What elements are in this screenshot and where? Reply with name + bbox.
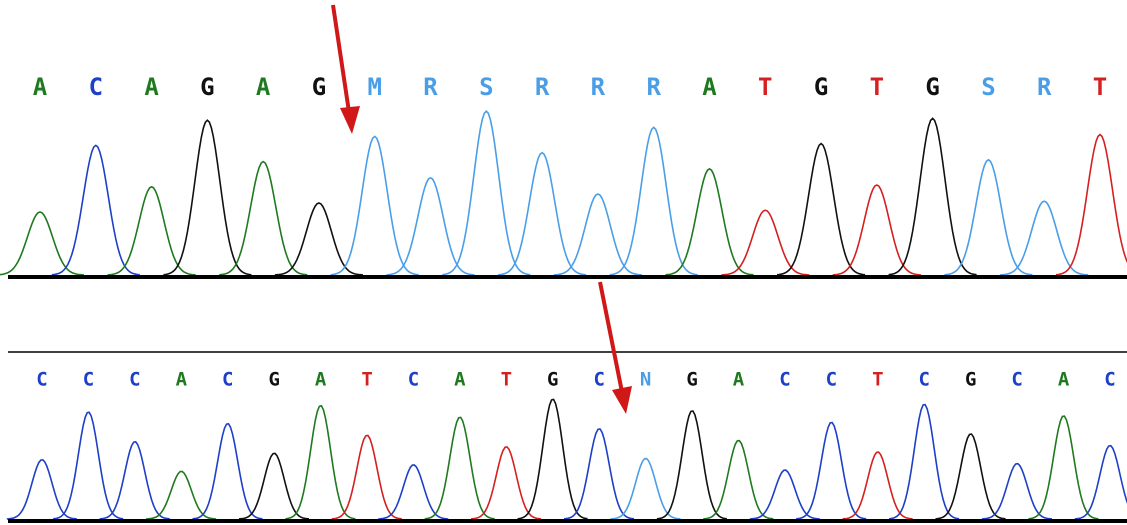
- base-call: G: [268, 369, 279, 391]
- base-call: G: [814, 73, 828, 101]
- trace-peak: [193, 424, 263, 519]
- trace-peak: [889, 118, 977, 274]
- base-call: G: [547, 369, 558, 391]
- base-call: C: [1011, 369, 1022, 391]
- base-call: C: [89, 73, 103, 101]
- trace-peak: [944, 160, 1032, 275]
- base-call: C: [408, 369, 419, 391]
- base-call: C: [779, 369, 790, 391]
- base-call: R: [535, 73, 550, 101]
- base-call: S: [981, 73, 995, 101]
- base-call: G: [200, 73, 214, 101]
- base-call: C: [83, 369, 94, 391]
- base-call: S: [479, 73, 493, 101]
- base-call: T: [1093, 73, 1107, 101]
- base-call: C: [826, 369, 837, 391]
- base-call: G: [686, 369, 697, 391]
- trace-peak: [554, 194, 642, 275]
- base-call: C: [919, 369, 930, 391]
- trace-peak: [108, 187, 196, 275]
- base-call: C: [222, 369, 233, 391]
- trace-peak: [1075, 446, 1127, 519]
- base-call: A: [144, 73, 159, 101]
- trace-peak: [0, 212, 84, 275]
- trace-peak: [657, 411, 727, 519]
- base-call: C: [36, 369, 47, 391]
- base-call: N: [640, 369, 651, 391]
- trace-peak: [387, 178, 475, 275]
- trace-peak: [498, 153, 586, 275]
- trace-peak: [889, 405, 959, 519]
- trace-peak: [425, 417, 495, 518]
- base-call: A: [733, 369, 745, 391]
- trace-peak: [721, 210, 809, 275]
- base-call: G: [925, 73, 939, 101]
- base-call: T: [872, 369, 883, 391]
- arrow: [333, 5, 360, 134]
- trace-peak: [1056, 135, 1127, 275]
- base-call: A: [1058, 369, 1070, 391]
- base-call: A: [454, 369, 466, 391]
- trace-peak: [1028, 416, 1098, 519]
- base-call: C: [1104, 369, 1115, 391]
- trace-peak: [442, 111, 530, 275]
- base-call: R: [646, 73, 661, 101]
- trace-peak: [666, 169, 754, 275]
- trace-peak: [331, 136, 419, 274]
- base-call: M: [368, 73, 382, 101]
- trace-peak: [777, 144, 865, 275]
- base-call: R: [1037, 73, 1052, 101]
- base-call: C: [129, 369, 140, 391]
- base-call: A: [315, 369, 327, 391]
- trace-peak: [518, 399, 588, 518]
- base-call: R: [423, 73, 438, 101]
- trace-peak: [833, 185, 921, 275]
- traces: [0, 111, 1127, 519]
- trace-peak: [796, 423, 866, 519]
- trace-peak: [610, 127, 698, 274]
- trace-peak: [52, 145, 140, 274]
- base-call: C: [593, 369, 604, 391]
- trace-peak: [53, 412, 123, 519]
- trace-peak: [219, 162, 307, 275]
- arrow: [600, 282, 632, 414]
- trace-peak: [285, 406, 355, 519]
- base-call: A: [256, 73, 271, 101]
- base-call: T: [870, 73, 884, 101]
- chromatogram: A C A G A G M R S R R R A T G T G S R T C C C A C G A T C A T G C N G A C C T C…: [0, 0, 1127, 525]
- base-call: T: [758, 73, 772, 101]
- base-call: A: [176, 369, 188, 391]
- base-call: A: [33, 73, 48, 101]
- trace-peak: [1000, 201, 1088, 275]
- base-call: A: [702, 73, 717, 101]
- base-call: T: [361, 369, 372, 391]
- base-call: R: [591, 73, 606, 101]
- base-call: T: [501, 369, 512, 391]
- trace-peak: [163, 120, 251, 275]
- base-call: G: [965, 369, 976, 391]
- base-call: G: [312, 73, 326, 101]
- trace-peak: [275, 203, 363, 275]
